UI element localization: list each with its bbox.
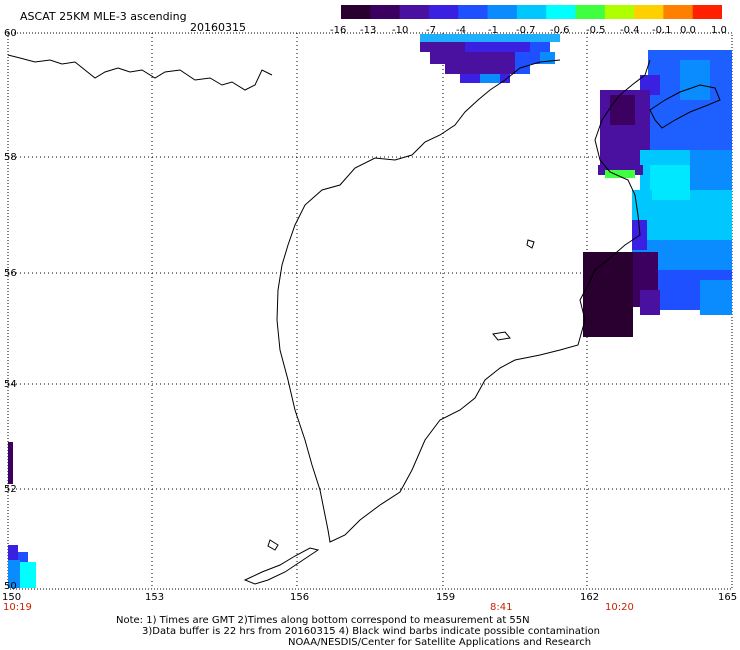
colorbar-segment xyxy=(692,5,722,19)
notes: Note: 1) Times are GMT 2)Times along bot… xyxy=(116,615,600,648)
colorbar-label: -0.7 xyxy=(516,25,536,36)
kamchatka-west-coast xyxy=(276,59,651,543)
time-label: 8:41 xyxy=(490,602,513,613)
product-title: ASCAT 25KM MLE-3 ascending xyxy=(20,10,187,23)
colorbar-segment xyxy=(370,5,401,19)
lat-label: 56 xyxy=(4,268,17,279)
colorbar-label: -7 xyxy=(426,25,436,36)
colorbar-label: -0.1 xyxy=(652,25,672,36)
wind-data-swath-southwest xyxy=(8,442,36,588)
colorbar-label: -4 xyxy=(456,25,466,36)
lon-label: 165 xyxy=(718,592,738,603)
lon-label: 153 xyxy=(145,592,165,603)
note-line: Note: 1) Times are GMT 2)Times along bot… xyxy=(116,615,530,626)
colorbar-label: 1.0 xyxy=(711,25,727,36)
colorbar-label: -0.5 xyxy=(586,25,606,36)
magadan-coast xyxy=(7,54,273,91)
note-line: NOAA/NESDIS/Center for Satellite Applica… xyxy=(288,637,592,648)
lat-label: 60 xyxy=(4,28,17,39)
colorbar-segment xyxy=(399,5,430,19)
kamchatka-east-inlet xyxy=(649,84,721,129)
lat-label: 54 xyxy=(4,379,17,390)
time-label: 10:19 xyxy=(3,602,32,613)
colorbar-segment xyxy=(604,5,635,19)
note-line: 3)Data buffer is 22 hrs from 20160315 4)… xyxy=(142,626,600,637)
colorbar-segment xyxy=(546,5,576,19)
colorbar-label: -0.4 xyxy=(620,25,640,36)
colorbar-segment xyxy=(487,5,518,19)
lat-label: 50 xyxy=(4,581,17,592)
lon-label: 159 xyxy=(436,592,456,603)
island-south xyxy=(243,547,320,585)
islet-1 xyxy=(267,539,279,551)
lon-label: 156 xyxy=(290,592,310,603)
colorbar-labels: -16 -13 -10 -7 -4 -1 -0.7 -0.6 -0.5 -0.4… xyxy=(330,25,740,37)
colorbar-segment xyxy=(634,5,664,19)
graticule xyxy=(8,33,732,589)
lon-label: 150 xyxy=(2,592,22,603)
colorbar-segment xyxy=(341,5,371,19)
coastlines xyxy=(7,54,721,585)
colorbar-segment xyxy=(516,5,547,19)
colorbar-label: -16 xyxy=(330,25,347,36)
colorbar-label: -10 xyxy=(392,25,409,36)
lat-label: 58 xyxy=(4,152,17,163)
colorbar-label: 0.0 xyxy=(680,25,696,36)
colorbar-segment xyxy=(458,5,489,19)
colorbar-segment xyxy=(575,5,606,19)
lon-label: 162 xyxy=(580,592,600,603)
islet-2 xyxy=(492,331,511,341)
lat-label: 52 xyxy=(4,484,17,495)
colorbar-segment xyxy=(428,5,459,19)
islet-3 xyxy=(526,239,535,249)
colorbar xyxy=(341,5,722,19)
colorbar-segment xyxy=(663,5,694,19)
colorbar-label: -13 xyxy=(360,25,377,36)
product-date: 20160315 xyxy=(190,21,246,34)
wind-data-swath-east xyxy=(583,50,732,337)
colorbar-label: -1 xyxy=(488,25,498,36)
wind-data-swath-north xyxy=(420,34,560,83)
time-label: 10:20 xyxy=(605,602,634,613)
colorbar-label: -0.6 xyxy=(550,25,570,36)
